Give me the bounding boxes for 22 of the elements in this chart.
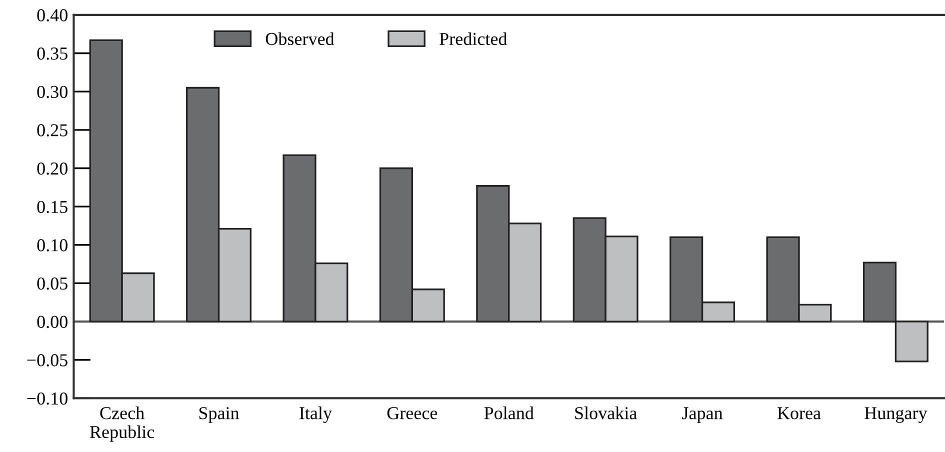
y-tick-label: 0.15 xyxy=(37,200,68,214)
x-tick-label: Czech Republic xyxy=(90,406,154,442)
y-tick-label: −0.05 xyxy=(27,354,68,366)
x-tick-label: Hungary xyxy=(864,407,928,423)
y-tick-label: 0.05 xyxy=(37,277,68,290)
x-tick-label: Italy xyxy=(300,406,332,423)
y-tick-label: 0.00 xyxy=(37,316,68,328)
legend-label: Predicted xyxy=(440,32,508,46)
y-tick-label: 0.25 xyxy=(37,124,68,136)
x-tick-label: Greece xyxy=(387,407,438,420)
x-tick-label: Slovakia xyxy=(575,406,637,420)
x-tick-label: Japan xyxy=(682,407,723,423)
y-tick-label: 0.40 xyxy=(37,9,68,22)
x-tick-label: Korea xyxy=(777,407,821,420)
x-tick-label: Poland xyxy=(484,406,534,420)
legend-label: Observed xyxy=(266,32,334,46)
y-tick-label: −0.10 xyxy=(27,392,68,405)
y-tick-label: 0.35 xyxy=(37,48,68,60)
y-tick-label: 0.20 xyxy=(37,162,68,175)
x-tick-label: Spain xyxy=(199,407,240,423)
y-tick-label: 0.30 xyxy=(37,86,68,98)
y-tick-label: 0.10 xyxy=(37,239,68,252)
